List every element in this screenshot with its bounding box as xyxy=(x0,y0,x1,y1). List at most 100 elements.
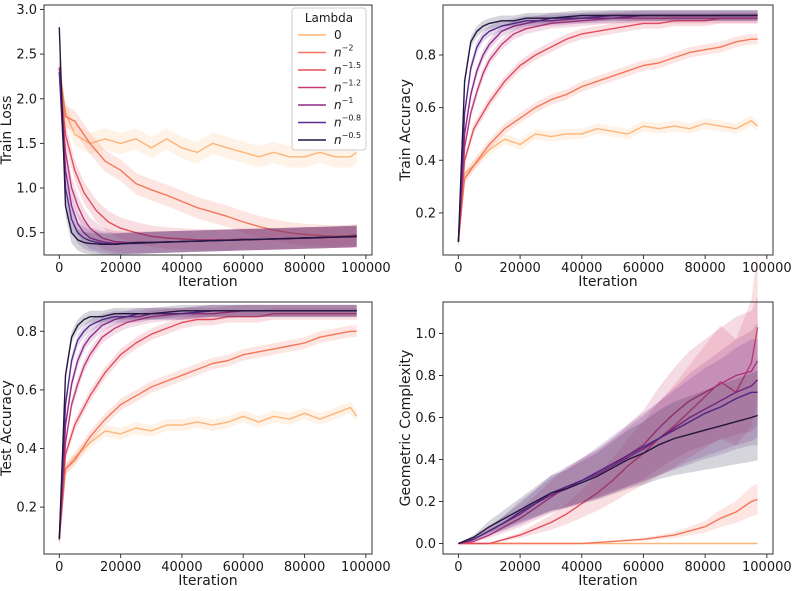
panel-geometric_complexity: 0 20000 40000 60000 80000 100000 0.0 0.2 0.4 0.6 0… xyxy=(398,251,792,589)
y-tick-label: 0.6 xyxy=(415,411,436,426)
band-train_loss-4 xyxy=(59,56,357,255)
x-tick-label: 0 xyxy=(55,261,63,276)
band-train_accuracy-1 xyxy=(458,33,758,248)
y-tick-label: 0.4 xyxy=(16,442,37,457)
x-tick-label: 80000 xyxy=(684,261,725,276)
x-tick-label: 60000 xyxy=(223,261,264,276)
x-tick-label: 20000 xyxy=(499,261,540,276)
x-axis-label: Iteration xyxy=(178,573,237,589)
series-line-train_accuracy-2 xyxy=(457,17,758,242)
y-tick-label: 0.4 xyxy=(415,453,436,468)
y-tick-label: 2.0 xyxy=(16,92,37,107)
x-tick-label: 100000 xyxy=(742,261,792,276)
band-train_accuracy-0 xyxy=(458,115,758,248)
x-tick-label: 20000 xyxy=(499,560,540,575)
y-tick-label: 0.0 xyxy=(415,537,436,552)
plot-frame xyxy=(43,4,373,256)
band-train_loss-3 xyxy=(59,61,357,254)
series-line-train_accuracy-6 xyxy=(457,14,758,242)
series-line-train_accuracy-1 xyxy=(457,38,758,242)
band-train_loss-6 xyxy=(59,16,357,255)
legend-label: n−1.2 xyxy=(334,79,361,95)
x-axis-label: Iteration xyxy=(578,274,637,290)
x-axis-label: Iteration xyxy=(578,573,637,589)
y-tick-label: 0.8 xyxy=(415,369,436,384)
legend-title: Lambda xyxy=(305,11,353,25)
x-tick-label: 40000 xyxy=(161,560,202,575)
x-tick-label: 0 xyxy=(454,261,462,276)
y-tick-label: 0.2 xyxy=(415,495,436,510)
band-test_accuracy-1 xyxy=(59,325,357,546)
x-tick-label: 60000 xyxy=(223,560,264,575)
y-tick-label: 1.0 xyxy=(415,327,436,342)
y-axis-label: Train Accuracy xyxy=(398,79,414,182)
x-tick-label: 80000 xyxy=(284,261,325,276)
y-tick-label: 0.6 xyxy=(415,101,436,116)
band-geometric_complexity-4 xyxy=(458,322,758,544)
y-axis-label: Test Accuracy xyxy=(0,380,15,477)
x-tick-label: 0 xyxy=(454,560,462,575)
series-line-train_loss-0 xyxy=(58,71,358,158)
band-geometric_complexity-3 xyxy=(458,296,758,544)
x-tick-label: 60000 xyxy=(623,261,664,276)
legend-box xyxy=(291,7,367,151)
series-line-train_accuracy-3 xyxy=(457,17,758,242)
plot-frame xyxy=(43,301,373,555)
series-line-train_loss-1 xyxy=(58,67,357,237)
panel-test_accuracy: 0 20000 40000 60000 80000 100000 0.2 0.4 0.6 0.8 I… xyxy=(0,301,391,589)
legend: Lambda 0 n−2n−1.5 n−1.2n−1 n−0.8n−0.5 xyxy=(291,7,367,151)
y-tick-label: 3.0 xyxy=(16,3,37,18)
x-tick-label: 40000 xyxy=(561,560,602,575)
y-tick-label: 0.8 xyxy=(16,325,37,340)
x-tick-label: 100000 xyxy=(341,560,391,575)
legend-label: n−0.8 xyxy=(334,114,361,130)
x-tick-label: 20000 xyxy=(100,261,141,276)
plot-frame xyxy=(442,301,774,555)
x-tick-label: 100000 xyxy=(742,560,792,575)
panel-train_loss: 0 20000 40000 60000 80000 100000 0.5 1.0 1.5 2.0 2… xyxy=(0,3,391,290)
series-line-train_loss-6 xyxy=(58,27,357,245)
x-tick-label: 40000 xyxy=(161,261,202,276)
y-axis-label: Train Loss xyxy=(0,96,15,166)
legend-label: n−0.5 xyxy=(334,131,361,147)
series-line-test_accuracy-0 xyxy=(58,406,358,540)
band-test_accuracy-5 xyxy=(59,304,357,546)
series-line-geometric_complexity-6 xyxy=(458,414,758,545)
band-geometric_complexity-5 xyxy=(458,339,758,544)
band-train_loss-0 xyxy=(59,61,357,168)
band-train_accuracy-5 xyxy=(458,10,758,248)
y-tick-label: 1.0 xyxy=(16,182,37,197)
y-tick-label: 0.8 xyxy=(415,49,436,64)
x-tick-label: 0 xyxy=(55,560,63,575)
x-tick-label: 80000 xyxy=(684,560,725,575)
y-tick-label: 0.5 xyxy=(16,226,37,241)
x-tick-label: 60000 xyxy=(623,560,664,575)
series-line-train_accuracy-0 xyxy=(457,120,759,242)
series-line-test_accuracy-1 xyxy=(58,330,357,540)
band-train_loss-5 xyxy=(59,61,357,255)
series-line-geometric_complexity-5 xyxy=(458,391,758,545)
series-line-geometric_complexity-1 xyxy=(458,498,758,545)
band-train_loss-1 xyxy=(59,56,357,247)
y-tick-label: 1.5 xyxy=(16,137,37,152)
series-line-test_accuracy-2 xyxy=(58,313,357,540)
x-tick-label: 100000 xyxy=(341,261,391,276)
y-tick-label: 0.2 xyxy=(415,206,436,221)
y-axis-label: Geometric Complexity xyxy=(398,350,414,507)
legend-label: n−2 xyxy=(334,44,353,60)
series-line-test_accuracy-6 xyxy=(58,310,357,540)
y-tick-label: 0.2 xyxy=(16,501,37,516)
x-axis-label: Iteration xyxy=(178,274,237,290)
panel-train_accuracy: 0 20000 40000 60000 80000 100000 0.2 0.4 0.6 0.8 I… xyxy=(398,4,792,290)
series-line-geometric_complexity-2 xyxy=(458,327,759,545)
band-geometric_complexity-6 xyxy=(458,370,758,544)
x-tick-label: 40000 xyxy=(561,261,602,276)
y-tick-label: 0.4 xyxy=(415,154,436,169)
x-tick-label: 20000 xyxy=(100,560,141,575)
y-tick-label: 2.5 xyxy=(16,48,37,63)
plot-frame xyxy=(442,4,774,256)
legend-label: 0 xyxy=(334,28,342,42)
band-train_loss-2 xyxy=(59,61,357,251)
legend-label: n−1.5 xyxy=(334,61,361,77)
